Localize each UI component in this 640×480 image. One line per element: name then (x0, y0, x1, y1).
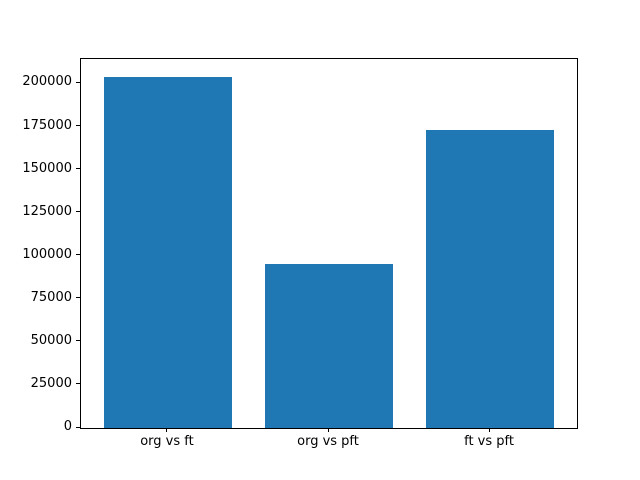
y-tick-mark (76, 383, 80, 385)
x-tick-label-0: org vs ft (140, 434, 194, 449)
y-tick-label: 75000 (30, 289, 72, 305)
y-tick-mark (76, 125, 80, 127)
bar-ft-vs-pft (425, 129, 555, 428)
y-tick-label: 175000 (22, 117, 72, 133)
y-tick-label: 150000 (22, 160, 72, 176)
y-tick-label: 100000 (22, 246, 72, 262)
y-tick-mark (76, 297, 80, 299)
y-tick-mark (76, 211, 80, 213)
bar-org-vs-ft (103, 76, 233, 428)
x-tick-label-1: org vs pft (297, 434, 359, 449)
y-tick-label: 125000 (22, 203, 72, 219)
y-tick-label: 0 (63, 419, 72, 434)
x-tick-label-2: ft vs pft (464, 434, 514, 449)
plot-area (80, 58, 578, 429)
y-tick-mark (76, 340, 80, 342)
y-tick-label: 50000 (30, 332, 72, 348)
x-tick-mark (166, 428, 168, 432)
x-tick-mark (327, 428, 329, 432)
y-tick-mark (76, 81, 80, 83)
y-tick-mark (76, 168, 80, 170)
y-tick-label: 200000 (22, 74, 72, 90)
bar-org-vs-pft (264, 264, 394, 428)
x-tick-mark (488, 428, 490, 432)
y-tick-label: 25000 (30, 375, 72, 391)
y-tick-mark (76, 254, 80, 256)
y-tick-mark (76, 426, 80, 428)
